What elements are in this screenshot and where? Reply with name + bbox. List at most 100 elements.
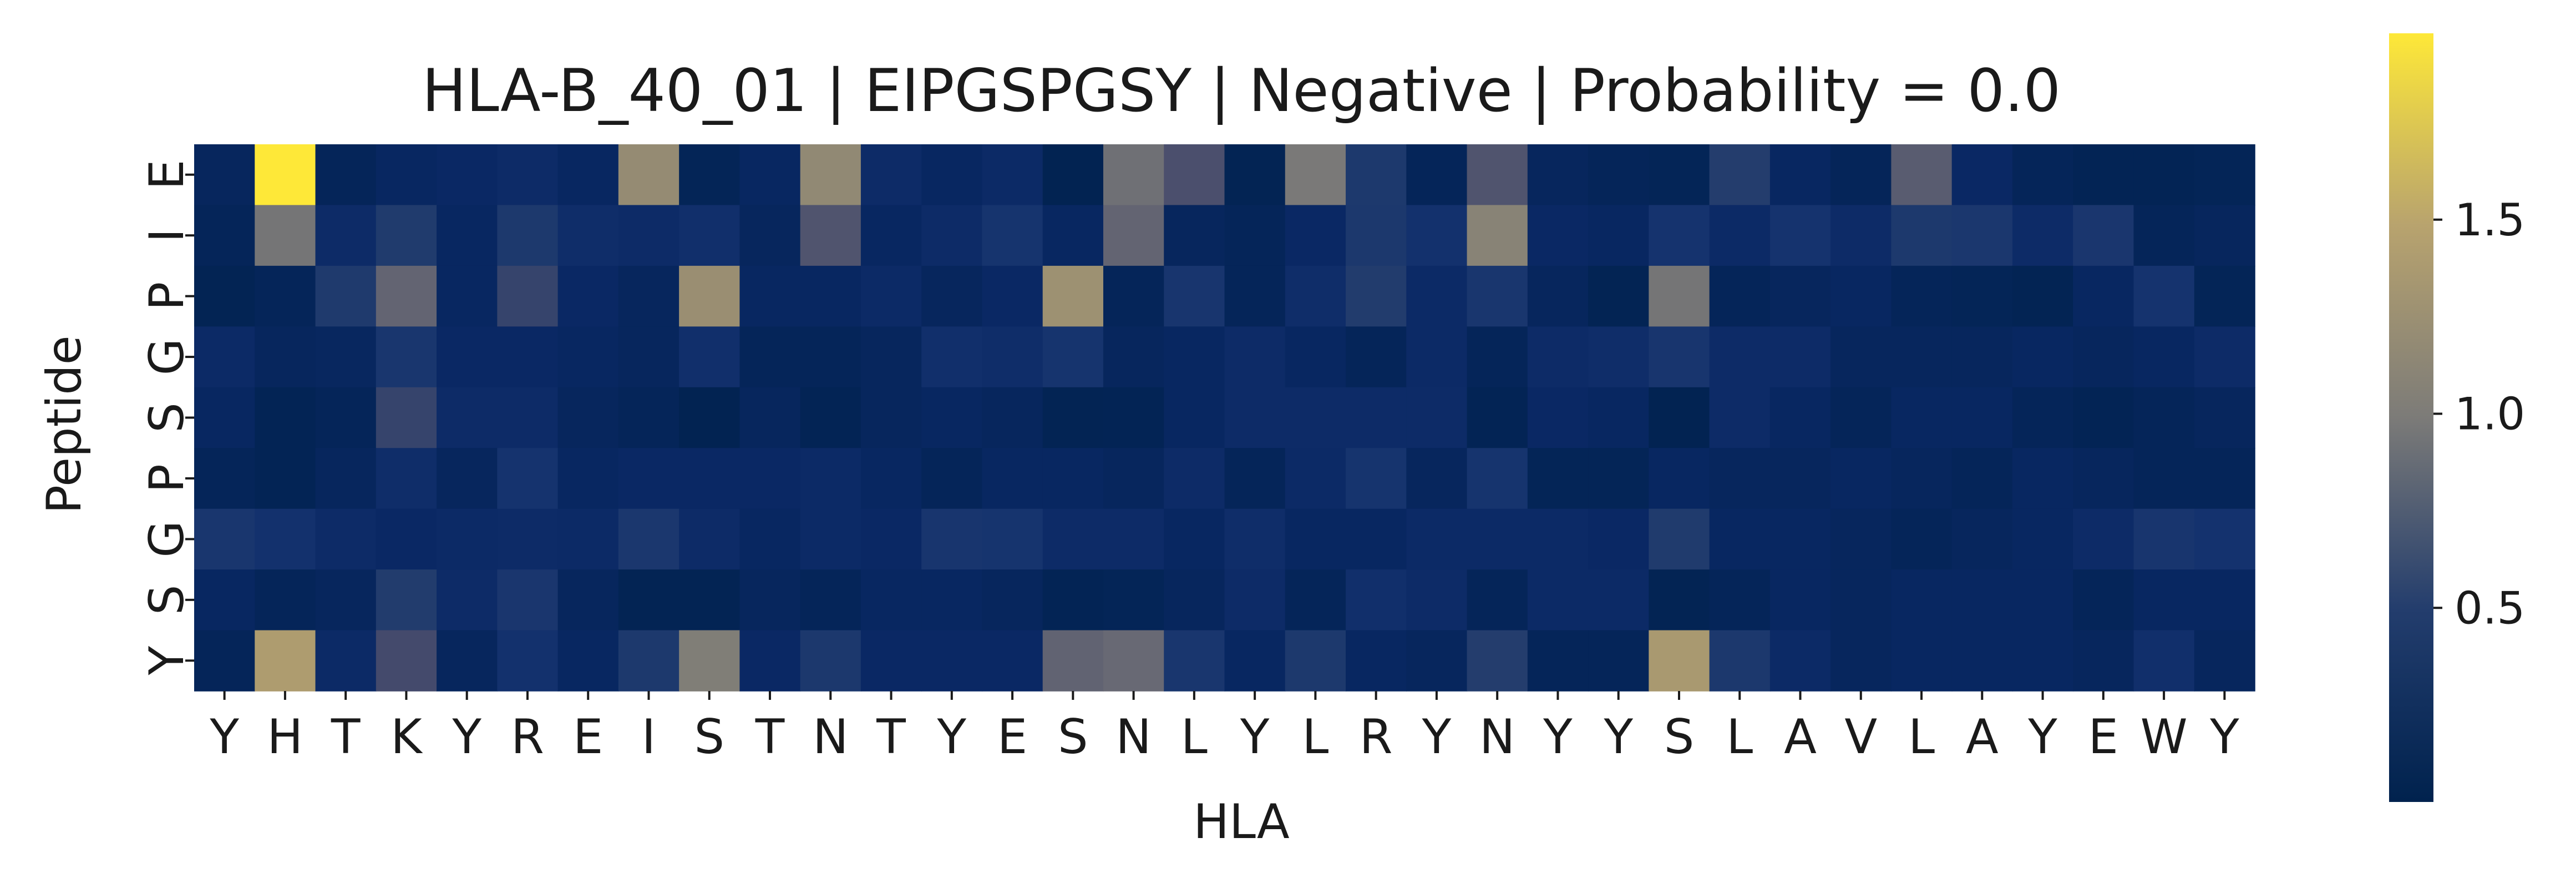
heatmap-cell bbox=[1224, 448, 1286, 509]
chart-title: HLA-B_40_01 | EIPGSPGSY | Negative | Pro… bbox=[422, 57, 2061, 125]
heatmap-cell bbox=[1527, 569, 1589, 631]
x-tick-label: T bbox=[331, 709, 361, 765]
heatmap-cell bbox=[437, 569, 498, 631]
heatmap-cell bbox=[1042, 144, 1104, 206]
heatmap-cell bbox=[921, 630, 983, 692]
heatmap-cell bbox=[921, 508, 983, 570]
y-tick-label: S bbox=[139, 402, 195, 433]
heatmap-cell bbox=[739, 326, 801, 388]
heatmap-cell bbox=[1285, 205, 1346, 266]
heatmap-cell bbox=[255, 326, 316, 388]
heatmap-cell bbox=[1830, 569, 1892, 631]
heatmap-cell bbox=[1224, 508, 1286, 570]
heatmap-cell bbox=[1467, 630, 1528, 692]
x-tick-label: N bbox=[813, 709, 848, 765]
heatmap-cell bbox=[1467, 508, 1528, 570]
heatmap-cell bbox=[1467, 326, 1528, 388]
heatmap-cell bbox=[315, 630, 377, 692]
x-tick-label: W bbox=[2141, 709, 2188, 765]
heatmap-cell bbox=[315, 144, 377, 206]
heatmap-cell bbox=[376, 387, 437, 449]
heatmap-cell bbox=[2012, 508, 2073, 570]
heatmap-cell bbox=[860, 508, 922, 570]
heatmap-cell bbox=[557, 265, 619, 327]
heatmap-cell bbox=[194, 144, 256, 206]
x-tick-label: Y bbox=[937, 709, 967, 765]
heatmap-cell bbox=[982, 387, 1043, 449]
heatmap-cell bbox=[1769, 630, 1831, 692]
heatmap-cell bbox=[1769, 205, 1831, 266]
x-tick-label: Y bbox=[1422, 709, 1452, 765]
heatmap-cell bbox=[1830, 326, 1892, 388]
heatmap-cell bbox=[2133, 144, 2195, 206]
heatmap-cell bbox=[255, 448, 316, 509]
heatmap-cell bbox=[679, 630, 741, 692]
heatmap-cell bbox=[557, 144, 619, 206]
heatmap-cell bbox=[800, 508, 861, 570]
heatmap-cell bbox=[376, 508, 437, 570]
heatmap-cell bbox=[1769, 144, 1831, 206]
heatmap-cell bbox=[2194, 387, 2255, 449]
heatmap-cell bbox=[2194, 265, 2255, 327]
heatmap-cell bbox=[1042, 448, 1104, 509]
heatmap-cell bbox=[1406, 387, 1468, 449]
heatmap-cell bbox=[1649, 448, 1710, 509]
heatmap-cell bbox=[618, 630, 680, 692]
colorbar-ticks: 0.5 1.0 1.5 bbox=[2433, 194, 2525, 634]
heatmap-cell bbox=[437, 630, 498, 692]
heatmap-cell bbox=[1042, 326, 1104, 388]
heatmap-cell bbox=[2012, 205, 2073, 266]
heatmap-cell bbox=[1709, 265, 1771, 327]
heatmap-cell bbox=[437, 265, 498, 327]
heatmap-cell bbox=[982, 205, 1043, 266]
heatmap-cell bbox=[1709, 387, 1771, 449]
heatmap-cell bbox=[1224, 265, 1286, 327]
heatmap-cell bbox=[1588, 205, 1650, 266]
heatmap-cell bbox=[982, 448, 1043, 509]
heatmap-cell bbox=[618, 326, 680, 388]
heatmap-cell bbox=[497, 265, 559, 327]
colorbar bbox=[2389, 33, 2433, 802]
heatmap-cell bbox=[2194, 569, 2255, 631]
heatmap-cell bbox=[1224, 569, 1286, 631]
heatmap-cell bbox=[2073, 265, 2134, 327]
heatmap-cell bbox=[1406, 508, 1468, 570]
heatmap-cell bbox=[800, 387, 861, 449]
heatmap-cell bbox=[982, 508, 1043, 570]
heatmap-cell bbox=[1951, 144, 2013, 206]
heatmap-cell bbox=[679, 569, 741, 631]
heatmap-cell bbox=[1346, 326, 1407, 388]
heatmap-cell bbox=[1346, 508, 1407, 570]
x-tick-label: Y bbox=[1543, 709, 1573, 765]
heatmap-cell bbox=[376, 205, 437, 266]
heatmap-cell bbox=[618, 508, 680, 570]
x-tick-label: Y bbox=[2027, 709, 2057, 765]
heatmap-cell bbox=[497, 387, 559, 449]
heatmap-cell bbox=[255, 265, 316, 327]
x-tick-label: S bbox=[1664, 709, 1695, 765]
heatmap-cell bbox=[800, 144, 861, 206]
heatmap-cell bbox=[2073, 569, 2134, 631]
heatmap-cell bbox=[921, 448, 983, 509]
y-tick-label: Y bbox=[139, 646, 195, 676]
heatmap-cell bbox=[376, 265, 437, 327]
x-tick-label: S bbox=[694, 709, 724, 765]
x-tick-label: S bbox=[1058, 709, 1088, 765]
heatmap-cell bbox=[1709, 326, 1771, 388]
y-tick-label: G bbox=[139, 521, 195, 558]
heatmap-cell bbox=[1346, 448, 1407, 509]
x-tick-label: N bbox=[1115, 709, 1151, 765]
heatmap-cell bbox=[679, 508, 741, 570]
heatmap-cell bbox=[2133, 265, 2195, 327]
heatmap-cell bbox=[2133, 326, 2195, 388]
heatmap-cell bbox=[860, 326, 922, 388]
heatmap-cell bbox=[860, 630, 922, 692]
heatmap-cell bbox=[557, 508, 619, 570]
heatmap-cell bbox=[1891, 326, 1953, 388]
heatmap-cell bbox=[1891, 144, 1953, 206]
x-tick-label: T bbox=[755, 709, 785, 765]
heatmap-cell bbox=[1224, 387, 1286, 449]
heatmap-cell bbox=[437, 448, 498, 509]
heatmap-cell bbox=[1042, 508, 1104, 570]
heatmap-cell bbox=[1527, 448, 1589, 509]
